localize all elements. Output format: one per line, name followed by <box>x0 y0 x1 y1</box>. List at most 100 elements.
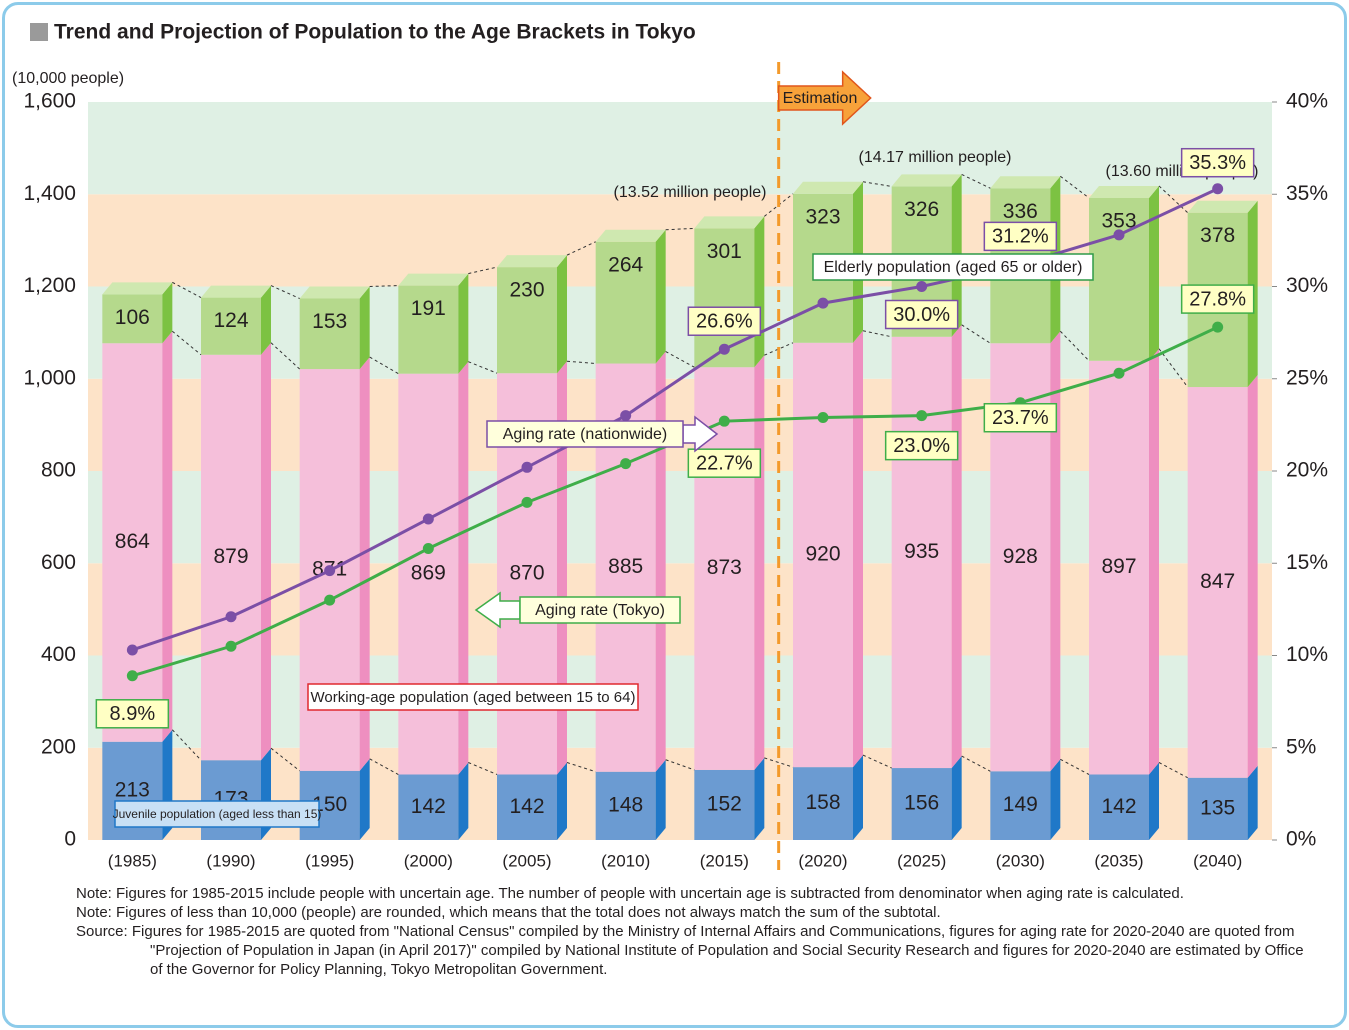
segment-label: 106 <box>115 306 150 329</box>
line-point <box>620 410 632 422</box>
segment-label: 158 <box>805 791 840 814</box>
bar-side <box>359 286 370 370</box>
bar-segment <box>201 354 261 761</box>
note: Note: Figures of less than 10,000 (peopl… <box>76 904 941 921</box>
connector <box>468 361 498 374</box>
connector <box>665 227 695 231</box>
value-label-box <box>884 430 959 461</box>
segment-label: 869 <box>411 562 446 585</box>
legend-label: Aging rate (nationwide) <box>503 426 668 443</box>
background-band <box>88 286 1272 379</box>
segment-label: 142 <box>509 795 544 818</box>
connector <box>369 285 399 287</box>
chart-title: Trend and Projection of Population to th… <box>54 21 696 44</box>
connector <box>172 330 202 356</box>
note: Note: Figures for 1985-2015 include peop… <box>76 885 1184 902</box>
segment-label: 336 <box>1003 200 1038 223</box>
line-point <box>225 611 237 623</box>
bar-segment <box>694 769 755 840</box>
connector <box>1059 330 1090 362</box>
segment-label: 148 <box>608 793 643 816</box>
bar-side <box>1050 331 1061 772</box>
segment-label: 378 <box>1200 224 1235 247</box>
y2-tick-label: 5% <box>1286 735 1316 758</box>
line-point <box>422 513 434 525</box>
bar-segment <box>398 774 459 840</box>
value-label: 26.6% <box>696 311 753 333</box>
line-point <box>817 411 829 423</box>
segment-label: 230 <box>509 279 544 302</box>
y-tick-label: 0 <box>64 828 76 851</box>
y2-tick-label: 20% <box>1286 459 1328 482</box>
connector <box>862 181 892 187</box>
bar-side <box>458 762 469 840</box>
bar-top <box>595 229 666 242</box>
value-label-box <box>1180 147 1255 178</box>
segment-label: 864 <box>115 530 150 553</box>
bar-side <box>359 758 370 840</box>
segment-label: 213 <box>115 778 150 801</box>
bar-side <box>1149 348 1159 775</box>
line-point <box>718 415 730 427</box>
segment-label: 323 <box>805 205 840 228</box>
value-label: 23.0% <box>893 435 950 457</box>
callout-box <box>114 800 320 828</box>
bar-side <box>261 342 271 761</box>
segment-label: 142 <box>411 795 446 818</box>
bar-segment <box>497 774 557 840</box>
connector <box>566 241 596 256</box>
bar-side <box>162 331 173 742</box>
segment-label: 149 <box>1003 793 1038 816</box>
line-point <box>916 281 928 292</box>
x-tick-label: (2020) <box>798 851 847 870</box>
segment-label: 264 <box>608 253 643 276</box>
y2-tick-label: 10% <box>1286 643 1328 666</box>
line-point <box>620 458 632 470</box>
connector <box>862 754 892 769</box>
segment-label: 301 <box>707 240 742 263</box>
value-label-box <box>983 221 1058 252</box>
segment-label: 935 <box>904 540 939 563</box>
value-label: 23.7% <box>992 407 1049 429</box>
segment-label: 326 <box>904 198 939 221</box>
segment-label: 142 <box>1101 795 1136 818</box>
y-tick-label: 600 <box>41 551 76 574</box>
bar-side <box>853 330 863 768</box>
segment-label: 873 <box>707 556 742 579</box>
bar-side <box>951 756 962 840</box>
bar-segment <box>990 771 1051 840</box>
bar-segment <box>891 336 952 769</box>
y2-tick-label: 30% <box>1286 274 1328 297</box>
bar-side <box>1050 759 1061 840</box>
x-tick-label: (2005) <box>502 851 551 870</box>
value-label-box <box>95 699 170 729</box>
line-point <box>1212 321 1224 333</box>
bar-segment <box>1187 387 1248 778</box>
callout-box <box>812 253 1094 281</box>
background-band <box>88 655 1272 748</box>
bar-side <box>754 355 765 770</box>
bar-top <box>694 216 765 229</box>
bar-side <box>655 351 666 772</box>
bar-side <box>754 216 765 368</box>
y2-tick-label: 0% <box>1286 828 1316 851</box>
line-point <box>521 496 533 508</box>
bar-side <box>458 361 469 775</box>
value-label-box <box>983 402 1058 433</box>
callout-box <box>519 596 681 624</box>
legend-label: Juvenile population (aged less than 15) <box>113 807 322 821</box>
bar-side <box>458 273 469 374</box>
bar-segment <box>299 298 360 370</box>
bar-top <box>102 282 173 295</box>
y-tick-label: 400 <box>41 643 76 666</box>
x-tick-label: (1985) <box>108 851 157 870</box>
callout-arrow <box>474 591 521 629</box>
x-tick-label: (1995) <box>305 851 354 870</box>
connector <box>566 762 596 773</box>
bar-side <box>1247 765 1258 840</box>
value-label-box <box>687 306 762 336</box>
connector <box>1158 348 1189 388</box>
connector <box>468 266 498 275</box>
bar-top <box>497 255 567 268</box>
